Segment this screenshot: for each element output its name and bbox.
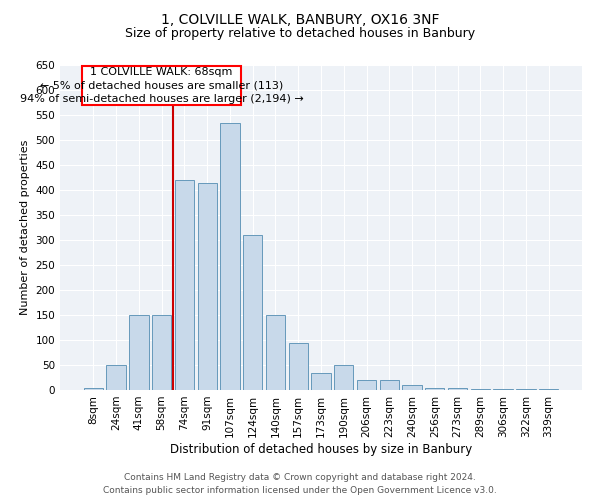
Bar (220, 122, 239, 390)
Text: Size of property relative to detached houses in Banbury: Size of property relative to detached ho… (125, 28, 475, 40)
Bar (470, 388, 490, 390)
Bar (289, 342, 308, 390)
Bar (84, 388, 103, 390)
Bar (539, 388, 558, 390)
Bar (197, 182, 217, 390)
Bar (516, 389, 536, 390)
Bar (380, 380, 399, 390)
Bar (129, 315, 149, 390)
Text: 1, COLVILLE WALK, BANBURY, OX16 3NF: 1, COLVILLE WALK, BANBURY, OX16 3NF (161, 12, 439, 26)
Y-axis label: Number of detached properties: Number of detached properties (20, 140, 30, 315)
Bar (357, 380, 376, 390)
Bar (266, 315, 285, 390)
Bar (403, 385, 422, 390)
Bar (425, 388, 445, 390)
Bar (448, 388, 467, 390)
Bar (334, 365, 353, 390)
Bar (106, 365, 126, 390)
X-axis label: Distribution of detached houses by size in Banbury: Distribution of detached houses by size … (170, 442, 472, 456)
FancyBboxPatch shape (82, 66, 241, 105)
Bar (175, 180, 194, 390)
Text: Contains HM Land Registry data © Crown copyright and database right 2024.
Contai: Contains HM Land Registry data © Crown c… (103, 474, 497, 495)
Bar (493, 388, 513, 390)
Bar (243, 235, 262, 390)
Bar (311, 372, 331, 390)
Bar (152, 315, 172, 390)
Text: 1 COLVILLE WALK: 68sqm
← 5% of detached houses are smaller (113)
94% of semi-det: 1 COLVILLE WALK: 68sqm ← 5% of detached … (20, 68, 304, 104)
